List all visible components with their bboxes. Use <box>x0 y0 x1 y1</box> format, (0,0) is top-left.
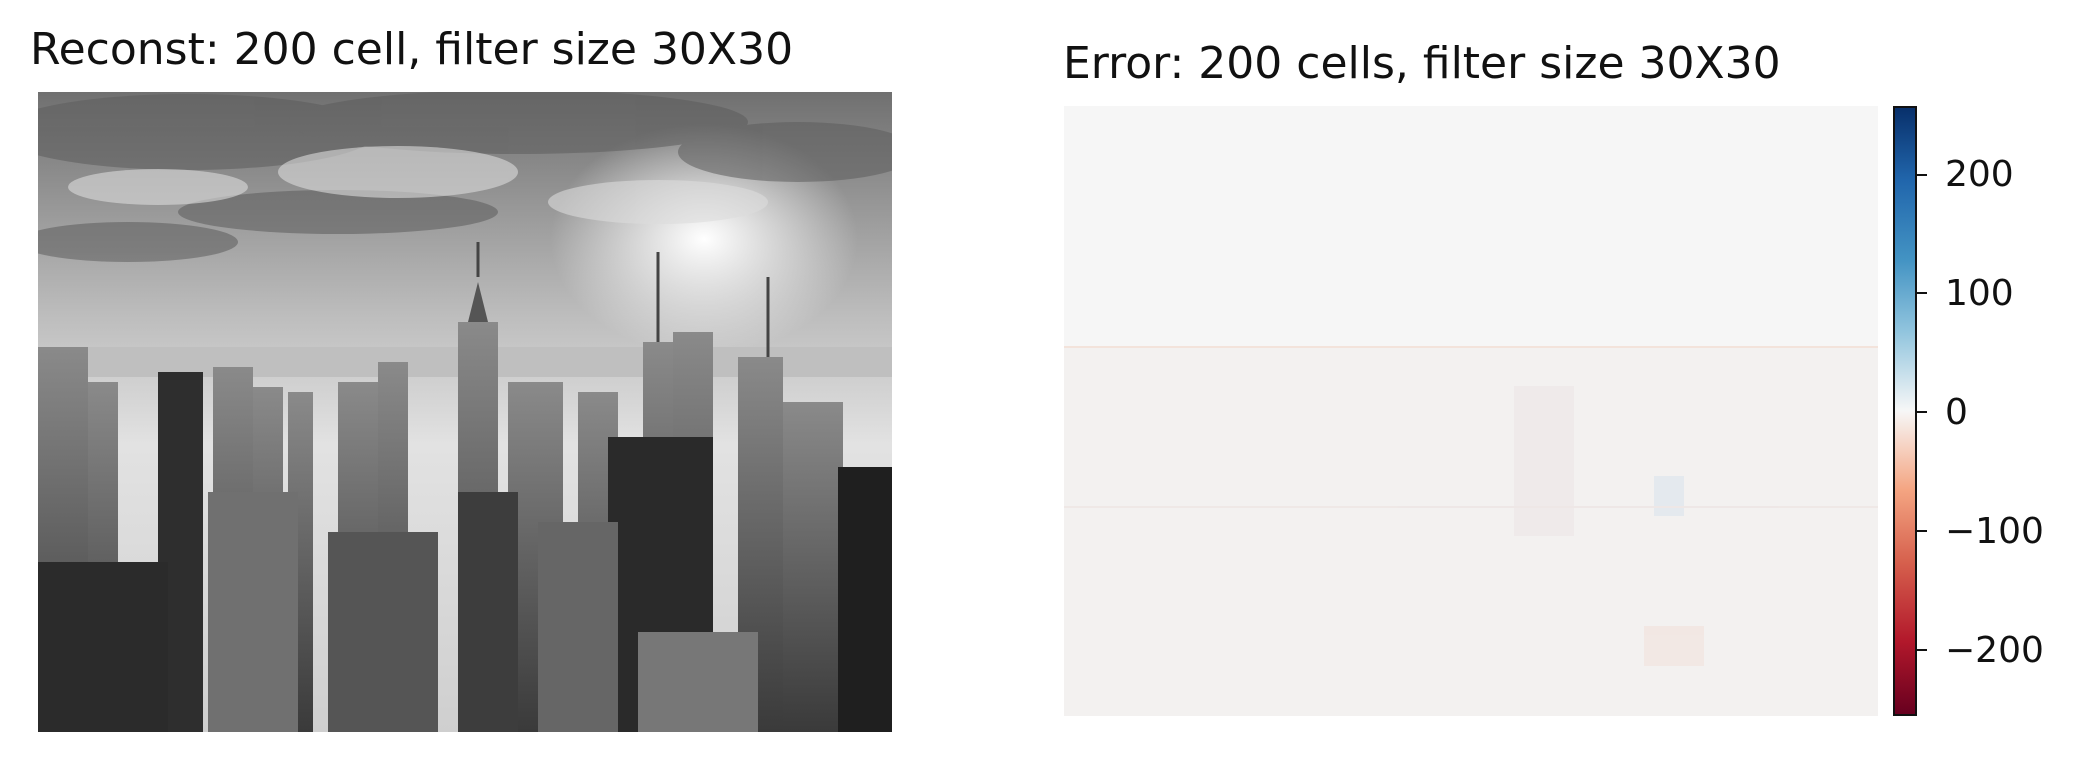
error-heatmap <box>1064 106 1878 716</box>
error-title: Error: 200 cells, filter size 30X30 <box>1063 38 1781 89</box>
colorbar-tick-label: 0 <box>1945 392 1968 433</box>
colorbar-tick-label: 100 <box>1945 273 2014 314</box>
reconst-title: Reconst: 200 cell, filter size 30X30 <box>30 24 794 75</box>
colorbar-tick <box>1917 530 1927 532</box>
colorbar-tick <box>1917 411 1927 413</box>
colorbar-tick <box>1917 292 1927 294</box>
colorbar-tick-label: −100 <box>1945 511 2044 552</box>
skyline <box>38 242 892 732</box>
colorbar <box>1893 106 1917 716</box>
colorbar-tick <box>1917 174 1927 176</box>
clouds <box>38 92 892 262</box>
colorbar-tick-label: −200 <box>1945 630 2044 671</box>
colorbar-tick <box>1917 649 1927 651</box>
clouds-light <box>68 146 768 224</box>
reconst-image <box>38 92 892 732</box>
colorbar-tick-label: 200 <box>1945 154 2014 195</box>
